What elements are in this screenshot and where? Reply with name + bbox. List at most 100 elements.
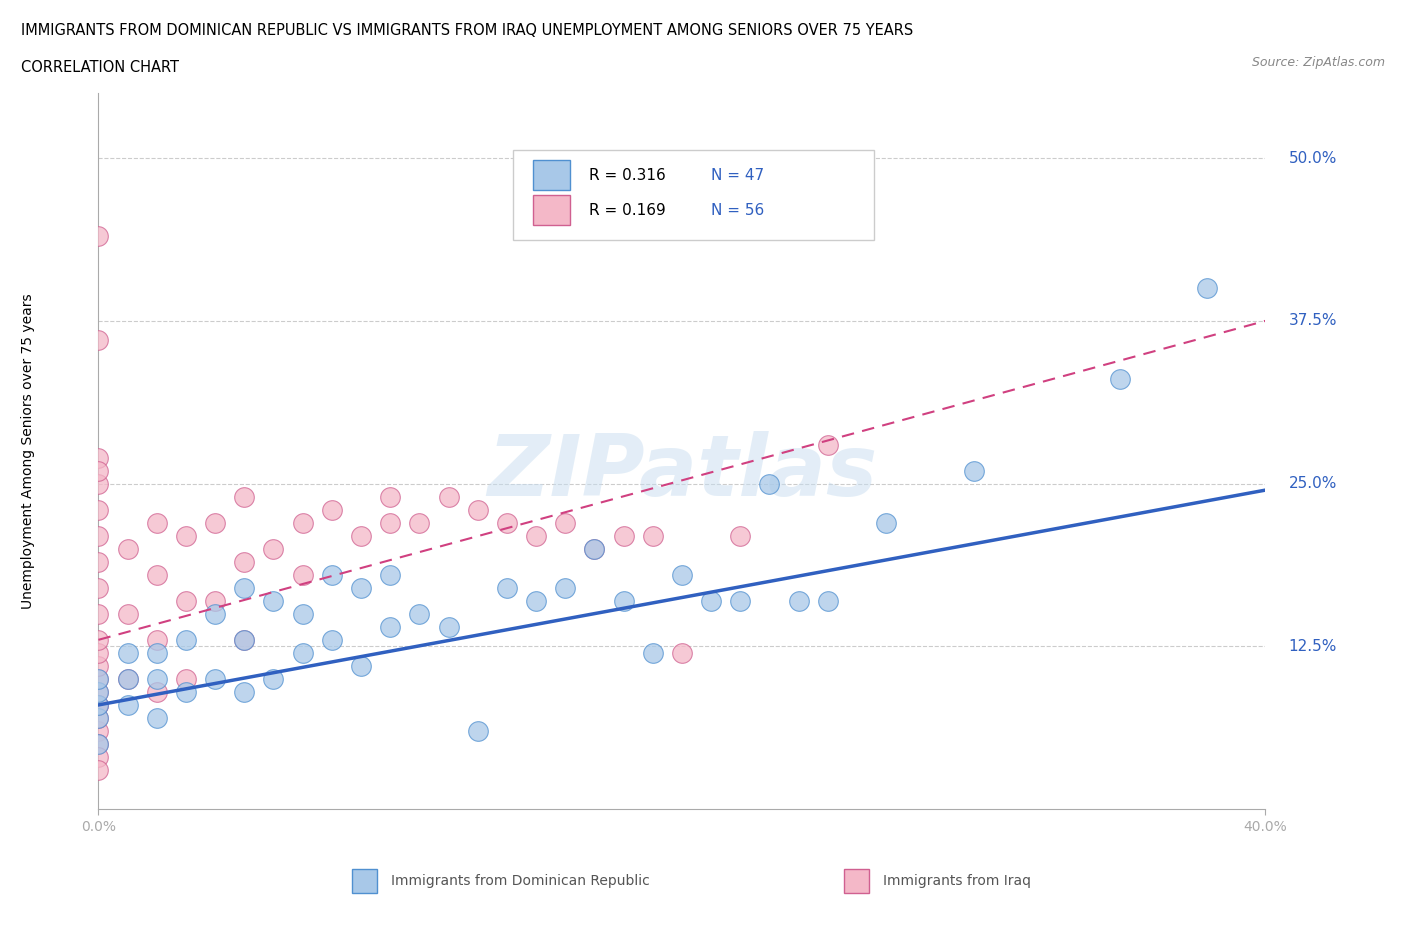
Point: [174, 632, 197, 647]
Bar: [533, 160, 569, 191]
Point: [146, 711, 169, 725]
Point: [87, 333, 110, 348]
Text: 50.0%: 50.0%: [1289, 151, 1337, 166]
Point: [233, 554, 256, 569]
Point: [87, 502, 110, 517]
Point: [174, 528, 197, 543]
Point: [87, 528, 110, 543]
Point: [524, 593, 547, 608]
Point: [117, 671, 139, 686]
Text: R = 0.169: R = 0.169: [589, 203, 665, 218]
Point: [87, 229, 110, 244]
Point: [117, 645, 139, 660]
Point: [612, 528, 634, 543]
Point: [174, 593, 197, 608]
Point: [641, 528, 664, 543]
Point: [174, 684, 197, 699]
Point: [378, 619, 402, 634]
Point: [583, 541, 606, 556]
Point: [233, 684, 256, 699]
Text: ZIPatlas: ZIPatlas: [486, 431, 877, 514]
Point: [700, 593, 723, 608]
Text: 12.5%: 12.5%: [1289, 639, 1337, 654]
FancyBboxPatch shape: [513, 151, 875, 240]
Point: [87, 763, 110, 777]
Point: [233, 489, 256, 504]
Point: [87, 711, 110, 725]
Point: [117, 606, 139, 621]
Point: [787, 593, 810, 608]
Point: [817, 593, 839, 608]
Point: [146, 515, 169, 530]
Point: [262, 593, 284, 608]
Point: [524, 528, 547, 543]
Point: [87, 684, 110, 699]
Point: [87, 554, 110, 569]
Point: [583, 541, 606, 556]
Point: [87, 671, 110, 686]
Point: [671, 567, 693, 582]
Bar: [533, 195, 569, 225]
Point: [554, 515, 576, 530]
Point: [87, 463, 110, 478]
Point: [962, 463, 984, 478]
Point: [174, 671, 197, 686]
Point: [204, 515, 226, 530]
Point: [117, 541, 139, 556]
Point: [146, 684, 169, 699]
Text: N = 56: N = 56: [711, 203, 765, 218]
Text: 37.5%: 37.5%: [1289, 313, 1337, 328]
Point: [87, 698, 110, 712]
Point: [408, 515, 430, 530]
Text: N = 47: N = 47: [711, 167, 765, 183]
Text: Source: ZipAtlas.com: Source: ZipAtlas.com: [1251, 56, 1385, 69]
Point: [554, 580, 576, 595]
Point: [671, 645, 693, 660]
Point: [117, 698, 139, 712]
Point: [87, 476, 110, 491]
Point: [204, 593, 226, 608]
Text: CORRELATION CHART: CORRELATION CHART: [21, 60, 179, 75]
Point: [117, 671, 139, 686]
Point: [350, 658, 373, 673]
Point: [262, 541, 284, 556]
Point: [87, 450, 110, 465]
Point: [350, 528, 373, 543]
Text: Immigrants from Iraq: Immigrants from Iraq: [883, 874, 1031, 888]
Point: [87, 606, 110, 621]
Point: [291, 567, 314, 582]
Point: [87, 750, 110, 764]
Point: [378, 489, 402, 504]
Point: [233, 632, 256, 647]
Point: [321, 632, 343, 647]
Point: [87, 724, 110, 738]
Point: [262, 671, 284, 686]
Point: [87, 737, 110, 751]
Text: R = 0.316: R = 0.316: [589, 167, 665, 183]
Point: [146, 567, 169, 582]
Point: [146, 645, 169, 660]
Point: [437, 489, 460, 504]
Point: [728, 593, 751, 608]
Point: [437, 619, 460, 634]
Point: [87, 658, 110, 673]
Point: [204, 606, 226, 621]
Point: [291, 606, 314, 621]
Point: [495, 515, 517, 530]
Point: [291, 515, 314, 530]
Point: [758, 476, 780, 491]
Point: [817, 437, 839, 452]
Point: [408, 606, 430, 621]
Point: [146, 632, 169, 647]
Point: [87, 698, 110, 712]
Point: [641, 645, 664, 660]
Point: [612, 593, 634, 608]
Text: IMMIGRANTS FROM DOMINICAN REPUBLIC VS IMMIGRANTS FROM IRAQ UNEMPLOYMENT AMONG SE: IMMIGRANTS FROM DOMINICAN REPUBLIC VS IM…: [21, 23, 914, 38]
Point: [87, 737, 110, 751]
Point: [87, 684, 110, 699]
Point: [87, 632, 110, 647]
Text: Immigrants from Dominican Republic: Immigrants from Dominican Republic: [391, 874, 650, 888]
Point: [378, 515, 402, 530]
Point: [350, 580, 373, 595]
Point: [495, 580, 517, 595]
